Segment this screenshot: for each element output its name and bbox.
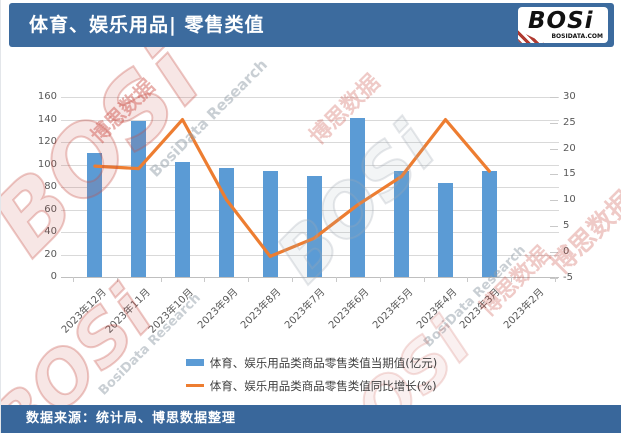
x-tick-mark bbox=[423, 277, 425, 282]
right-axis-label: 0 bbox=[563, 245, 570, 257]
logo-domain-text: BOSIDATA.COM bbox=[551, 33, 603, 40]
logo-wordmark: BOSi bbox=[528, 8, 594, 34]
right-tick-mark bbox=[550, 226, 558, 227]
x-axis-label: 2023年11月 bbox=[103, 286, 153, 336]
bar bbox=[87, 153, 103, 277]
x-axis-label: 2023年6月 bbox=[327, 286, 372, 332]
gridline bbox=[61, 164, 559, 166]
left-axis-label: 100 bbox=[37, 158, 57, 170]
bar bbox=[306, 175, 322, 277]
growth-line bbox=[93, 118, 491, 258]
right-tick-mark bbox=[550, 97, 558, 98]
line-legend-label: 体育、娱乐用品类商品零售类值同比增长(%) bbox=[209, 378, 437, 393]
gridline bbox=[61, 119, 559, 121]
x-tick-mark bbox=[555, 277, 556, 282]
page-title: 体育、娱乐用品| 零售类值 bbox=[29, 14, 265, 36]
right-tick-mark bbox=[550, 148, 558, 150]
x-axis-label: 2023年8月 bbox=[239, 286, 284, 332]
line-legend-swatch bbox=[185, 384, 204, 387]
legend-item-line: 体育、娱乐用品类商品零售类值同比增长(%) bbox=[185, 374, 437, 397]
x-axis-label: 2023年2月 bbox=[502, 286, 547, 332]
gridline bbox=[61, 142, 559, 143]
right-tick-mark bbox=[550, 200, 558, 202]
left-axis-label: 140 bbox=[37, 113, 57, 125]
x-tick-mark bbox=[160, 277, 162, 282]
bar bbox=[437, 182, 453, 277]
right-tick-mark bbox=[550, 277, 558, 279]
x-tick-mark bbox=[73, 277, 74, 282]
left-axis-label: 80 bbox=[44, 181, 57, 192]
right-axis-label: 30 bbox=[563, 91, 576, 102]
x-tick-mark bbox=[511, 277, 513, 282]
right-axis-label: 15 bbox=[563, 168, 576, 180]
x-axis-label: 2023年5月 bbox=[370, 286, 416, 332]
right-axis-label: 10 bbox=[563, 194, 576, 206]
x-axis-label: 2023年3月 bbox=[458, 286, 503, 332]
legend-rows: 体育、娱乐用品类商品零售类值当期值(亿元) 体育、娱乐用品类商品零售类值同比增长… bbox=[185, 351, 438, 397]
bar bbox=[481, 171, 497, 277]
x-axis-label: 2023年4月 bbox=[414, 286, 460, 332]
x-axis-label: 2023年10月 bbox=[147, 286, 197, 336]
left-axis-label: 0 bbox=[50, 271, 57, 282]
gridline bbox=[61, 97, 559, 98]
right-tick-mark bbox=[550, 251, 558, 253]
right-tick-mark bbox=[550, 174, 558, 176]
bosi-logo: BOSi BOSIDATA.COM bbox=[518, 7, 608, 43]
right-axis-label: 20 bbox=[563, 142, 576, 154]
left-axis-label: 60 bbox=[44, 203, 57, 215]
x-tick-mark bbox=[204, 277, 206, 282]
line-series bbox=[93, 118, 491, 258]
bar bbox=[131, 120, 147, 277]
left-axis-label: 120 bbox=[37, 136, 57, 147]
x-tick-mark bbox=[116, 277, 118, 282]
x-tick-mark bbox=[335, 277, 337, 282]
x-tick-mark bbox=[292, 277, 294, 282]
chart-legend: 体育、娱乐用品类商品零售类值当期值(亿元) 体育、娱乐用品类商品零售类值同比增长… bbox=[1, 351, 621, 397]
report-header: 体育、娱乐用品| 零售类值 BOSi BOSIDATA.COM bbox=[9, 3, 614, 47]
x-tick-mark bbox=[467, 277, 469, 282]
right-tick-mark bbox=[550, 122, 558, 124]
bar bbox=[175, 162, 191, 277]
right-axis-label: 5 bbox=[563, 220, 570, 231]
left-axis-label: 40 bbox=[44, 226, 57, 237]
bar-legend-swatch bbox=[185, 359, 204, 366]
gridline bbox=[61, 277, 559, 278]
x-axis-label: 2023年9月 bbox=[195, 286, 240, 332]
right-axis-label: 25 bbox=[563, 116, 576, 128]
x-axis-label: 2023年12月 bbox=[59, 286, 109, 336]
x-tick-mark bbox=[379, 277, 381, 282]
x-axis-label: 2023年7月 bbox=[283, 286, 328, 332]
bar bbox=[350, 118, 366, 277]
bar bbox=[394, 171, 410, 277]
left-axis-label: 20 bbox=[44, 248, 57, 260]
legend-item-bar: 体育、娱乐用品类商品零售类值当期值(亿元) bbox=[185, 351, 438, 374]
bar-legend-label: 体育、娱乐用品类商品零售类值当期值(亿元) bbox=[209, 355, 438, 370]
left-axis-label: 160 bbox=[37, 91, 57, 102]
x-tick-mark bbox=[248, 277, 250, 282]
right-axis-label: -5 bbox=[563, 271, 573, 283]
data-source-text: 数据来源：统计局、博思数据整理 bbox=[26, 411, 237, 426]
footer-bar: 数据来源：统计局、博思数据整理 bbox=[1, 405, 621, 433]
